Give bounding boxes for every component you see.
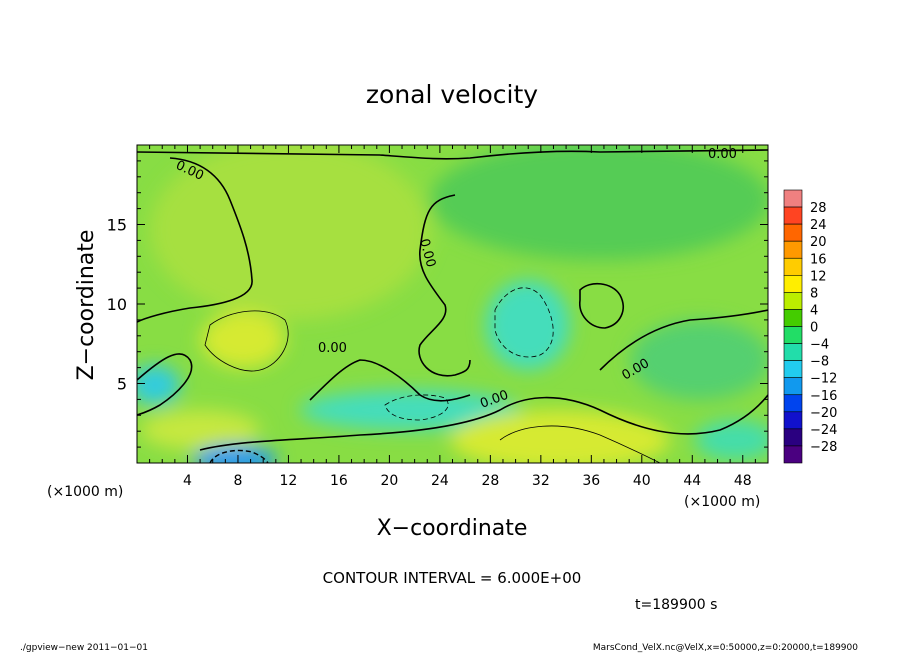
contour-zero-mid	[418, 194, 471, 377]
colorbar-label: −24	[810, 423, 837, 438]
contour-zero-lower	[137, 353, 193, 416]
colorbar-label: −28	[810, 440, 837, 455]
x-tick-label: 36	[582, 473, 600, 489]
x-unit-label-right: (×1000 m)	[684, 494, 760, 510]
y-tick-label: 10	[107, 295, 127, 314]
contour-negative-blue	[209, 449, 269, 463]
x-tick-label: 20	[380, 473, 398, 489]
colorbar-labels: 28 24 20 16 12 8 4 0 −4 −8 −12 −16 −20 −24 −28	[810, 201, 837, 455]
plot-area: 0.00 0.00 0.00 0.00 0.00 0.00 4 8 12 16 20 24…	[107, 144, 769, 489]
colorbar-swatch	[783, 223, 803, 242]
x-unit-label-left: (×1000 m)	[47, 484, 123, 500]
colorbar-label: 12	[810, 269, 827, 284]
field-region-cyan-bottom-right	[695, 420, 768, 460]
x-tick-label: 48	[734, 473, 752, 489]
contour-zero-bottom	[199, 394, 768, 451]
colorbar-label: 24	[810, 218, 827, 233]
field-region-cyan-center	[486, 280, 570, 370]
x-tick-label: 32	[532, 473, 550, 489]
x-tick-label: 12	[280, 473, 298, 489]
y-tick-marks	[137, 160, 768, 448]
colorbar-swatch	[783, 428, 803, 447]
colorbar-swatch	[783, 206, 803, 225]
field-region-right-mid	[630, 320, 768, 400]
colorbar-label: −4	[810, 338, 829, 353]
contour-negative-band	[384, 394, 449, 421]
x-tick-label: 44	[683, 473, 701, 489]
contour-zero-top	[137, 149, 768, 160]
field-region-upper-right	[430, 145, 768, 260]
contour-zero-right-band	[599, 309, 768, 371]
colorbar-swatch	[783, 326, 803, 344]
colorbar-swatch	[783, 377, 803, 396]
field-region-cyan-left	[137, 365, 180, 405]
colorbar-swatch	[783, 257, 803, 276]
contour-label-mid: 0.00	[416, 237, 438, 269]
colorbar-swatch	[783, 343, 803, 361]
colorbar-label: −20	[810, 406, 837, 421]
velocity-field	[137, 145, 768, 463]
colorbar-label: 8	[810, 286, 818, 301]
colorbar-swatch	[783, 394, 803, 413]
footer-right: MarsCond_VelX.nc@VelX,x=0:50000,z=0:2000…	[593, 643, 858, 653]
x-tick-label: 8	[233, 473, 242, 489]
x-tick-label: 40	[633, 473, 651, 489]
colorbar-label: 4	[810, 303, 818, 318]
x-axis-label: X−coordinate	[377, 516, 528, 541]
contour-zero-left	[137, 157, 253, 323]
y-tick-label: 15	[107, 216, 127, 235]
x-tick-marks	[149, 145, 756, 463]
colorbar-swatch	[783, 240, 803, 259]
x-tick-label: 28	[481, 473, 499, 489]
colorbar-swatch	[783, 309, 803, 327]
contour-negative-cyan	[494, 287, 554, 358]
colorbar-label: −8	[810, 355, 829, 370]
contour-positive-left	[204, 310, 289, 372]
x-tick-label: 4	[183, 473, 192, 489]
contour-interval-text: CONTOUR INTERVAL = 6.000E+00	[323, 569, 582, 587]
x-tick-label: 24	[431, 473, 449, 489]
y-tick-label: 5	[117, 375, 127, 394]
colorbar-swatch	[783, 275, 803, 293]
y-axis-label: Z−coordinate	[74, 230, 99, 381]
colorbar-label: 16	[810, 252, 827, 267]
field-region-yellow-bottom	[450, 410, 670, 463]
contour-label-top-right: 0.00	[708, 147, 737, 162]
field-region-blue-bottom	[193, 445, 277, 463]
field-region-yellow-lower-left	[140, 410, 260, 450]
colorbar-label: 28	[810, 201, 827, 216]
colorbar-swatch	[783, 292, 803, 310]
colorbar-label: 0	[810, 321, 818, 336]
time-text: t=189900 s	[635, 597, 717, 613]
field-region-yellow-left	[201, 312, 285, 368]
colorbar-label: −16	[810, 389, 837, 404]
colorbar-label: −12	[810, 372, 837, 387]
colorbar	[783, 189, 803, 464]
footer-left: ./gpview−new 2011−01−01	[20, 643, 148, 653]
x-tick-labels: 4 8 12 16 20 24 28 32 36 40 44 48	[183, 473, 752, 489]
y-tick-labels: 5 10 15	[107, 216, 127, 394]
colorbar-label: 20	[810, 235, 827, 250]
chart-title: zonal velocity	[366, 80, 538, 109]
colorbar-swatch	[783, 360, 803, 378]
colorbar-swatch	[783, 411, 803, 430]
field-region-cyan-band	[300, 390, 520, 430]
field-region-upper-left	[150, 145, 430, 320]
colorbar-swatch	[783, 445, 803, 464]
contour-zero-right-island	[579, 282, 624, 329]
contour-label-left: 0.00	[318, 341, 347, 356]
x-tick-label: 16	[330, 473, 348, 489]
contour-zero-left-valley	[309, 359, 471, 402]
contour-positive-bottom	[499, 425, 661, 463]
colorbar-swatch	[783, 189, 803, 208]
